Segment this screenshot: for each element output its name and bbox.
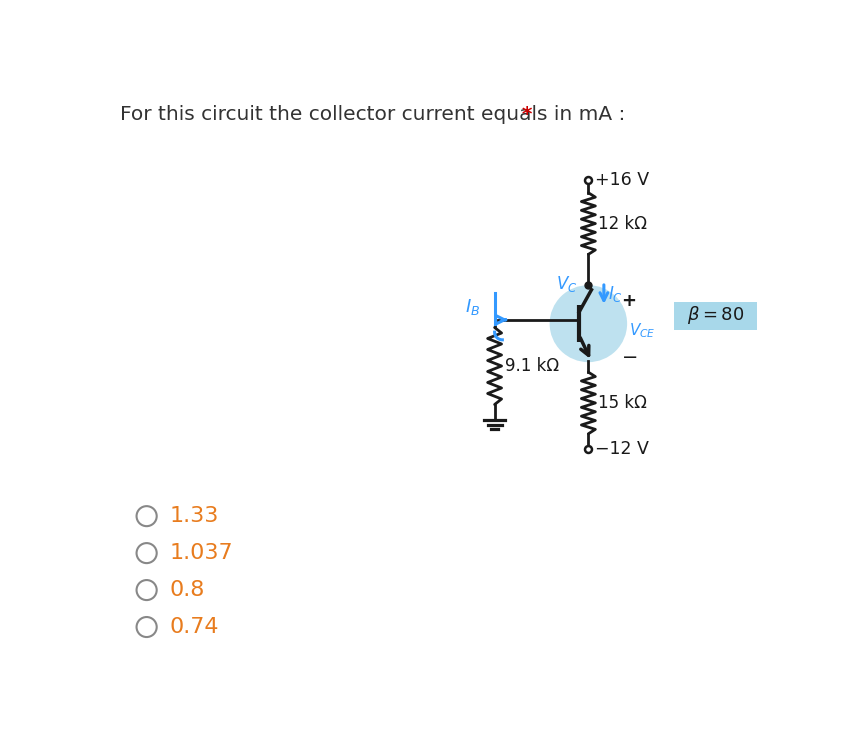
Text: 1.33: 1.33 bbox=[170, 506, 219, 526]
Text: 12 kΩ: 12 kΩ bbox=[598, 215, 647, 232]
Text: $-$: $-$ bbox=[620, 346, 637, 365]
Text: $\mathit{I_C}$: $\mathit{I_C}$ bbox=[608, 284, 623, 304]
FancyBboxPatch shape bbox=[674, 302, 758, 330]
Text: $\mathit{V_C}$: $\mathit{V_C}$ bbox=[556, 274, 577, 294]
Text: $\mathit{I_B}$: $\mathit{I_B}$ bbox=[465, 297, 481, 317]
Text: 0.74: 0.74 bbox=[170, 617, 219, 637]
Text: 9.1 kΩ: 9.1 kΩ bbox=[505, 357, 559, 375]
Text: 0.8: 0.8 bbox=[170, 580, 205, 600]
Text: +: + bbox=[621, 292, 636, 309]
Text: *: * bbox=[522, 106, 532, 124]
Text: $\beta = 80$: $\beta = 80$ bbox=[687, 304, 744, 326]
Text: +16 V: +16 V bbox=[595, 171, 649, 189]
Text: −12 V: −12 V bbox=[595, 440, 648, 458]
Text: $\mathit{V_{CE}}$: $\mathit{V_{CE}}$ bbox=[628, 322, 655, 340]
Text: 1.037: 1.037 bbox=[170, 543, 234, 563]
Circle shape bbox=[550, 285, 627, 362]
Text: 15 kΩ: 15 kΩ bbox=[598, 394, 647, 412]
Text: For this circuit the collector current equals in mA :: For this circuit the collector current e… bbox=[120, 106, 632, 124]
